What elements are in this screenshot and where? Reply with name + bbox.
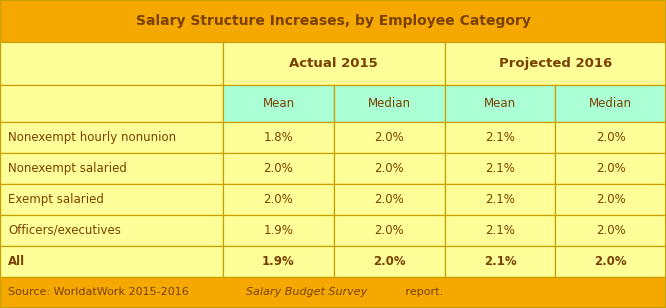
Bar [555, 85, 666, 122]
Bar [0, 246, 223, 277]
Bar [334, 215, 445, 246]
Text: 2.0%: 2.0% [264, 162, 293, 175]
Bar [0, 122, 223, 153]
Text: Mean: Mean [484, 97, 516, 110]
Text: 2.0%: 2.0% [264, 193, 293, 206]
Text: 2.0%: 2.0% [596, 224, 625, 237]
Text: 1.9%: 1.9% [264, 224, 294, 237]
Bar [445, 246, 555, 277]
Bar [0, 184, 223, 215]
Bar [0, 153, 223, 184]
Bar [445, 153, 555, 184]
Bar [334, 122, 445, 153]
Bar [0, 277, 666, 308]
Text: 2.1%: 2.1% [485, 131, 515, 144]
Text: 2.1%: 2.1% [485, 162, 515, 175]
Text: report.: report. [402, 287, 444, 298]
Text: 2.1%: 2.1% [485, 224, 515, 237]
Bar [445, 215, 555, 246]
Text: Median: Median [368, 97, 411, 110]
Text: Salary Structure Increases, by Employee Category: Salary Structure Increases, by Employee … [136, 14, 530, 28]
Text: 2.0%: 2.0% [374, 193, 404, 206]
Text: Projected 2016: Projected 2016 [499, 57, 612, 70]
Bar [223, 184, 334, 215]
Bar [445, 85, 555, 122]
Bar [334, 184, 445, 215]
Text: Actual 2015: Actual 2015 [290, 57, 378, 70]
Text: 2.0%: 2.0% [596, 162, 625, 175]
Text: 2.0%: 2.0% [594, 255, 627, 268]
Text: Median: Median [589, 97, 632, 110]
Text: 2.0%: 2.0% [373, 255, 406, 268]
Text: 2.0%: 2.0% [596, 193, 625, 206]
Text: 2.0%: 2.0% [374, 224, 404, 237]
Bar [334, 246, 445, 277]
Bar [0, 215, 223, 246]
Text: All: All [8, 255, 25, 268]
Bar [223, 43, 445, 85]
Bar [555, 246, 666, 277]
Bar [555, 184, 666, 215]
Bar [0, 85, 223, 122]
Text: 1.8%: 1.8% [264, 131, 293, 144]
Bar [334, 85, 445, 122]
Text: Officers/executives: Officers/executives [8, 224, 121, 237]
Bar [223, 215, 334, 246]
Text: 2.1%: 2.1% [485, 193, 515, 206]
Text: 2.0%: 2.0% [374, 162, 404, 175]
Text: Salary Budget Survey: Salary Budget Survey [246, 287, 367, 298]
Bar [555, 215, 666, 246]
Text: 1.9%: 1.9% [262, 255, 295, 268]
Bar [223, 122, 334, 153]
Bar [334, 153, 445, 184]
Bar [223, 246, 334, 277]
Bar [0, 43, 223, 85]
Text: 2.1%: 2.1% [484, 255, 516, 268]
Text: Nonexempt salaried: Nonexempt salaried [8, 162, 127, 175]
Bar [555, 122, 666, 153]
Bar [445, 122, 555, 153]
Bar [223, 85, 334, 122]
Text: Exempt salaried: Exempt salaried [8, 193, 104, 206]
Bar [0, 0, 666, 43]
Text: 2.0%: 2.0% [596, 131, 625, 144]
Bar [445, 43, 666, 85]
Text: Nonexempt hourly nonunion: Nonexempt hourly nonunion [8, 131, 176, 144]
Text: Source: WorldatWork 2015-2016: Source: WorldatWork 2015-2016 [8, 287, 192, 298]
Text: 2.0%: 2.0% [374, 131, 404, 144]
Bar [223, 153, 334, 184]
Bar [445, 184, 555, 215]
Bar [555, 153, 666, 184]
Text: Mean: Mean [262, 97, 294, 110]
